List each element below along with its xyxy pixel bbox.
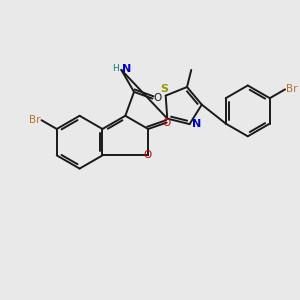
- Text: S: S: [161, 84, 169, 94]
- Text: Br: Br: [29, 115, 40, 125]
- Text: H: H: [112, 64, 118, 74]
- Text: Br: Br: [286, 84, 298, 94]
- Text: O: O: [163, 118, 171, 128]
- Text: N: N: [122, 64, 131, 74]
- Text: N: N: [192, 119, 201, 129]
- Text: O: O: [153, 93, 162, 103]
- Text: O: O: [143, 150, 151, 161]
